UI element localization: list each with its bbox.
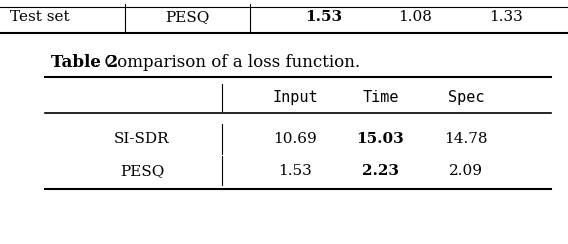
Text: 10.69: 10.69 xyxy=(273,132,318,146)
Text: 1.53: 1.53 xyxy=(278,164,312,178)
Text: PESQ: PESQ xyxy=(165,10,210,24)
Text: Spec: Spec xyxy=(448,90,484,105)
Text: Test set: Test set xyxy=(10,10,69,24)
Text: Input: Input xyxy=(273,90,318,105)
Text: 2.23: 2.23 xyxy=(362,164,399,178)
Text: 1.08: 1.08 xyxy=(398,10,432,24)
Text: 14.78: 14.78 xyxy=(444,132,487,146)
Text: 1.53: 1.53 xyxy=(305,10,343,24)
Text: 2.09: 2.09 xyxy=(449,164,483,178)
Text: Time: Time xyxy=(362,90,399,105)
Text: 15.03: 15.03 xyxy=(357,132,404,146)
Text: Table 2: Table 2 xyxy=(51,54,118,71)
Text: 1.33: 1.33 xyxy=(488,10,523,24)
Text: . Comparison of a loss function.: . Comparison of a loss function. xyxy=(94,54,360,71)
Text: SI-SDR: SI-SDR xyxy=(114,132,170,146)
Text: PESQ: PESQ xyxy=(120,164,164,178)
